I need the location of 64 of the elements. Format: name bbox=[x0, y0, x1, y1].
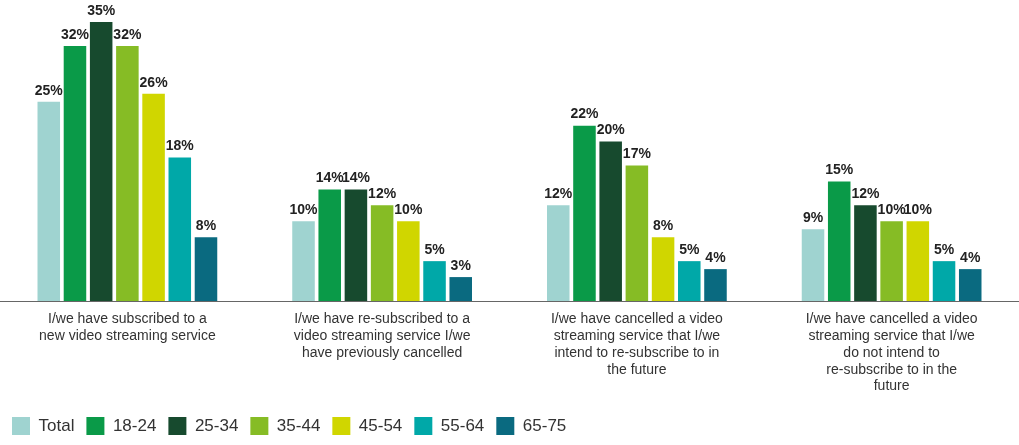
bar bbox=[854, 205, 877, 301]
data-label: 8% bbox=[195, 217, 217, 234]
bar bbox=[958, 269, 982, 301]
x-tick-label: I/we have cancelled a video streaming service that I/we intend to re-subscribe to in the future bbox=[550, 310, 724, 377]
data-label: 12% bbox=[544, 185, 573, 202]
bar bbox=[194, 237, 218, 301]
data-label: 5% bbox=[933, 241, 955, 257]
bar bbox=[906, 221, 930, 301]
bar bbox=[370, 205, 394, 301]
bar bbox=[678, 261, 701, 301]
bar bbox=[89, 22, 113, 301]
data-label: 14% bbox=[315, 169, 345, 186]
legend-label: 45-54 bbox=[358, 415, 403, 435]
data-label: 10% bbox=[394, 201, 423, 218]
data-label: 32% bbox=[60, 25, 90, 42]
bar bbox=[547, 205, 570, 301]
data-label: 5% bbox=[424, 241, 446, 257]
bar bbox=[449, 277, 472, 301]
data-label: 25% bbox=[34, 81, 64, 98]
data-label: 18% bbox=[165, 137, 195, 154]
bar bbox=[142, 93, 165, 301]
x-tick-label: I/we have cancelled a video streaming service that I/we do not intend to re-subscribe to in the future bbox=[805, 310, 978, 394]
bar bbox=[423, 261, 446, 301]
bar bbox=[292, 221, 315, 301]
data-label: 8% bbox=[652, 217, 674, 234]
bar bbox=[827, 181, 851, 301]
bar bbox=[37, 101, 61, 301]
data-label: 9% bbox=[802, 209, 824, 226]
legend-label: 25-34 bbox=[194, 415, 239, 435]
bar bbox=[116, 45, 139, 301]
data-label: 35% bbox=[87, 1, 116, 18]
bar bbox=[801, 229, 825, 301]
bar bbox=[168, 157, 192, 301]
data-label: 10% bbox=[289, 201, 319, 218]
bar bbox=[63, 45, 87, 301]
data-label: 15% bbox=[825, 161, 854, 178]
data-label: 32% bbox=[113, 25, 142, 42]
x-tick-label: I/we have re-subscribed to a video streaming service I/we have previously cancelled bbox=[293, 310, 471, 360]
bar bbox=[651, 237, 675, 301]
x-tick-label: I/we have subscribed to a new video streaming service bbox=[39, 310, 216, 344]
data-label: 3% bbox=[450, 256, 472, 273]
bar bbox=[704, 269, 727, 301]
legend-label: 18-24 bbox=[112, 415, 157, 435]
legend-label: 35-44 bbox=[276, 415, 321, 435]
bar bbox=[344, 189, 368, 301]
bar bbox=[573, 125, 596, 301]
data-label: 12% bbox=[851, 185, 880, 202]
bar bbox=[880, 221, 903, 301]
data-label: 4% bbox=[705, 248, 727, 265]
bar bbox=[932, 261, 956, 301]
data-label: 12% bbox=[368, 185, 397, 202]
data-label: 17% bbox=[622, 145, 652, 162]
bar bbox=[318, 189, 341, 301]
data-label: 26% bbox=[139, 73, 169, 90]
data-label: 4% bbox=[960, 248, 981, 265]
data-label: 22% bbox=[570, 105, 600, 122]
bar bbox=[599, 141, 622, 301]
data-label: 5% bbox=[679, 241, 700, 257]
bar bbox=[625, 165, 649, 301]
legend-label: 55-64 bbox=[440, 415, 485, 435]
data-label: 20% bbox=[596, 121, 626, 138]
legend-label: 65-75 bbox=[522, 415, 567, 435]
bar bbox=[397, 221, 420, 301]
legend-label: Total bbox=[38, 415, 75, 435]
